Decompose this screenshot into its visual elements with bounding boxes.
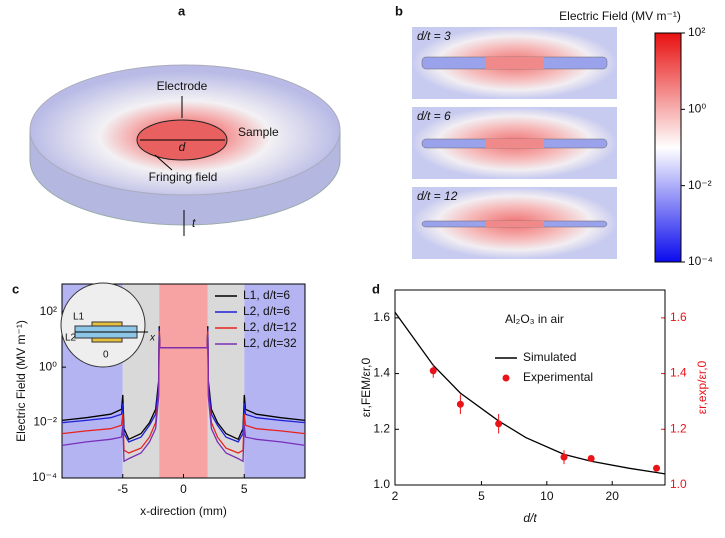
y-tick-label: 10² [40,304,57,318]
label: Fringing field [149,170,218,184]
inset-electrode [91,337,123,343]
x-tick-label: -5 [117,482,128,496]
annotation: Al₂O₃ in air [505,312,564,326]
inset: L1 L2 x 0 [60,282,156,368]
x-tick-label: 2 [392,489,399,503]
line [61,334,306,463]
legend-label: L2, d/t=32 [243,336,297,350]
y-axis-label: Electric Field (MV m⁻¹) [14,320,28,442]
y2-tick-label: 1.6 [670,310,687,324]
inset-label: L1 [73,312,85,323]
colorbar-tick-label: 10⁰ [688,102,706,116]
electrode-zone [486,57,544,69]
inset-label: x [149,333,156,344]
x-tick-label: 5 [241,482,248,496]
colorbar-tick-label: 10⁻² [688,178,712,192]
electrode-zone [486,139,544,148]
y-tick-label: 10⁻² [33,415,57,429]
legend-label: Experimental [523,370,593,384]
inset-label: 0 [103,350,109,361]
point [456,400,464,408]
x-axis-label: x-direction (mm) [140,504,227,518]
x-tick-label: 10 [540,489,554,503]
region [207,284,245,478]
inset-electrode [91,321,123,327]
label: t [192,216,196,230]
point [653,464,661,472]
y-tick-label: 10⁻⁴ [32,470,57,484]
legend-label: L1, d/t=6 [243,288,290,302]
x-tick-label: 5 [478,489,485,503]
map-label: d/t = 3 [417,29,451,43]
y-tick-label: 1.2 [373,421,390,435]
panel-label: d [372,281,380,296]
colorbar [654,32,682,263]
y2-tick-label: 1.4 [670,366,687,380]
legend-swatch [502,374,510,382]
plot-frame [61,283,306,479]
electrode-zone [486,221,544,227]
label: Electrode [157,79,208,93]
inset-label: L2 [65,333,77,344]
y-tick-label: 10⁰ [39,359,57,373]
y2-tick-label: 1.2 [670,421,687,435]
legend-label: L2, d/t=12 [243,320,297,334]
map-label: d/t = 12 [417,189,458,203]
x-tick-label: 0 [180,482,187,496]
y-tick-label: 1.6 [373,310,390,324]
point [495,420,503,428]
panel-a: Electrode Sample d Fringing field t a [29,3,341,236]
legend-label: Simulated [523,350,576,364]
plot-frame [394,289,666,486]
region [244,284,305,478]
legend-label: L2, d/t=6 [243,304,290,318]
panel-label: c [12,281,19,296]
y2-tick-label: 1.0 [670,477,687,491]
x-axis-label: d/t [523,511,537,525]
line [394,311,666,475]
region [159,284,208,478]
x-tick-label: 20 [606,489,620,503]
label: d [179,140,186,154]
colorbar-title: Electric Field (MV m⁻¹) [559,9,681,23]
panel-label: b [395,3,403,18]
label: Sample [238,125,279,139]
y-tick-label: 1.0 [373,477,390,491]
colorbar-tick-label: 10² [688,25,705,39]
point [587,455,595,463]
point [429,367,437,375]
y2-axis-label: εr,exp/εr,0 [695,360,709,414]
y-axis-label: εr,FEM/εr,0 [359,357,373,417]
map-label: d/t = 6 [417,109,451,123]
pointer [154,154,173,171]
panel-b: b Electric Field (MV m⁻¹) [395,3,682,263]
y-tick-label: 1.4 [373,366,390,380]
colorbar-tick-label: 10⁻⁴ [688,254,713,268]
point [560,453,568,461]
panel-label: a [178,3,186,18]
